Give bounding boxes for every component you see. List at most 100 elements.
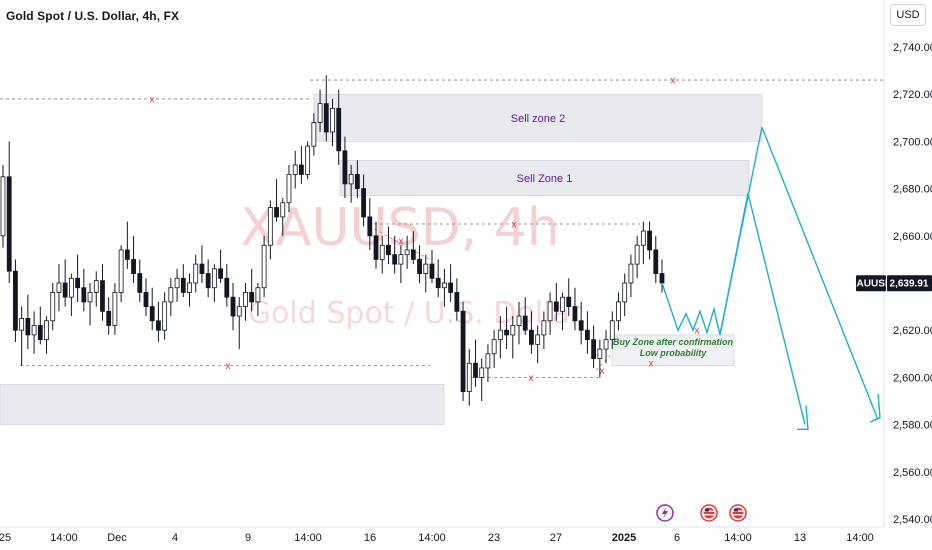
candle-body (149, 306, 155, 322)
candle-body (367, 216, 373, 237)
candle-body (485, 353, 491, 369)
candle-body (317, 103, 323, 123)
candle (448, 264, 454, 302)
candle (211, 264, 217, 302)
candle-body (460, 310, 466, 392)
candle (199, 245, 205, 283)
candle-body (224, 277, 230, 298)
candle-body (205, 273, 211, 289)
candle-body (497, 329, 503, 341)
us-flag-icon[interactable] (729, 504, 747, 522)
price-tick-label: 2,540.00 (893, 514, 932, 526)
candle (473, 339, 478, 387)
level-marker: x (695, 326, 700, 337)
candle-body (292, 164, 298, 175)
time-tick-label: Dec (107, 532, 127, 544)
time-tick-label: 14:00 (50, 532, 78, 544)
level-marker: x (529, 373, 534, 384)
candle (354, 160, 360, 199)
candle (584, 311, 590, 354)
candle (504, 306, 509, 350)
candle-body (392, 254, 398, 265)
candle-body (19, 317, 25, 331)
price-tag-value-bg (887, 275, 932, 292)
zones-layer: Sell zone 2 Sell Zone 1 Buy Zone after con… (0, 93, 763, 425)
candle (566, 278, 572, 317)
lightning-icon[interactable] (656, 504, 674, 522)
levels-layer: x x x x x x x x x (0, 76, 884, 384)
candle (442, 268, 447, 307)
us-flag-icon[interactable] (700, 504, 718, 522)
candle-body (535, 334, 541, 345)
candle-body (112, 292, 118, 326)
candle-body (553, 301, 559, 312)
candle-body (504, 329, 509, 336)
candle-body (572, 306, 578, 322)
zone-rect (313, 93, 763, 142)
candle-body (522, 315, 528, 331)
candle (230, 283, 236, 331)
level-marker: x (150, 94, 155, 105)
candle (348, 165, 354, 203)
candle (547, 292, 553, 335)
level-marker: x (399, 236, 404, 247)
candle-body (106, 310, 112, 326)
currency-button[interactable]: USD (890, 4, 926, 26)
time-tick-label: 9 (245, 532, 251, 544)
candle-body (199, 263, 205, 274)
candle-body (211, 268, 217, 289)
candle-body (404, 249, 410, 256)
candle-body (137, 273, 143, 293)
candle-body (0, 176, 6, 237)
candle (143, 278, 149, 317)
candle (628, 254, 634, 298)
candle (236, 297, 242, 350)
time-axis[interactable]: 25 14:00 Dec 4 9 14:00 16 14:00 23 27 2025 6 14:00 13… (0, 526, 884, 544)
projection-layer (661, 126, 881, 431)
candle-body (143, 292, 149, 308)
candle (429, 249, 435, 283)
us-flag-icon-stripe (704, 514, 714, 516)
candle-body (243, 292, 248, 308)
candle-body (193, 263, 199, 284)
candle (491, 330, 497, 368)
candle (404, 235, 410, 269)
candle-body (417, 258, 422, 274)
level-marker: x (671, 76, 676, 87)
candle (62, 259, 68, 307)
candle-body (361, 188, 366, 218)
candle-body (230, 296, 236, 317)
time-tick-label: 14:00 (846, 532, 874, 544)
candle (529, 311, 534, 354)
price-tick-label: 2,620.00 (893, 325, 932, 337)
price-tag-symbol-bg (856, 275, 886, 292)
candle (616, 292, 621, 331)
candle (68, 273, 74, 317)
candle (622, 273, 628, 317)
zone-rect (339, 159, 750, 196)
candle-body (13, 270, 18, 331)
candle-body (647, 230, 652, 251)
watermark-description: Gold Spot / U.S. Dollar (248, 296, 583, 331)
candle (168, 278, 174, 317)
candle (137, 259, 143, 302)
candle-body (560, 296, 565, 312)
time-tick-label: 6 (674, 532, 680, 544)
projection-path (747, 193, 806, 425)
us-flag-icon-canton (734, 508, 738, 512)
candle-body (435, 277, 441, 289)
candle-body (131, 258, 136, 274)
candle (100, 264, 105, 321)
candle-body (330, 107, 335, 133)
candle-body (311, 122, 317, 147)
candle (292, 150, 298, 189)
time-tick-label: 4 (172, 532, 178, 544)
candle (187, 273, 192, 307)
candle (373, 221, 379, 269)
candle-body (37, 325, 43, 341)
price-axis[interactable]: 2,740.00 2,720.00 2,700.00 2,680.00 2,660.00… (883, 0, 932, 527)
price-tick-label: 2,600.00 (893, 372, 932, 384)
candle-body (299, 164, 304, 175)
candle-body (267, 207, 273, 246)
